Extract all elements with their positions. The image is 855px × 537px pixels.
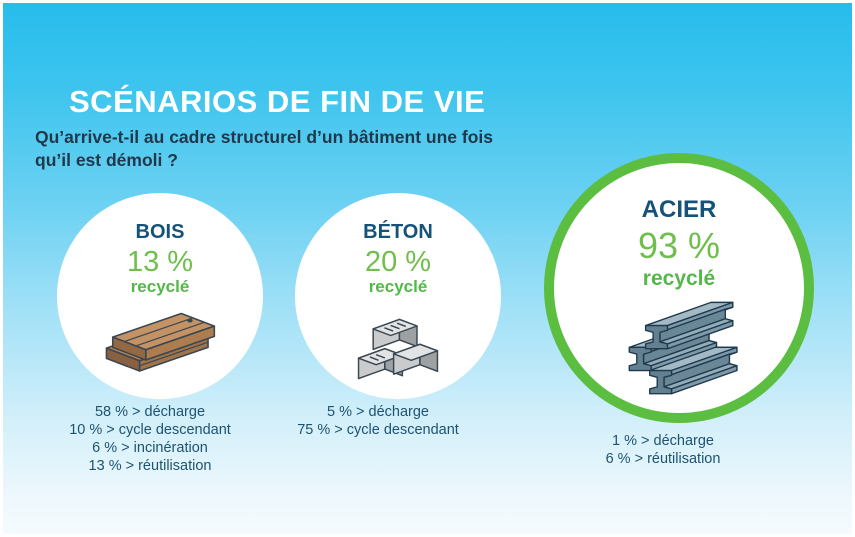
material-name: ACIER bbox=[641, 196, 717, 223]
breakdown-line: 1 % > décharge bbox=[612, 433, 714, 449]
material-circle-acier: ACIER 93 % recyclé bbox=[544, 153, 814, 423]
recycled-label: recyclé bbox=[368, 277, 428, 297]
recycled-label: recyclé bbox=[130, 277, 190, 297]
breakdown-line: 75 % > cycle descendant bbox=[297, 422, 459, 438]
page-title: SCÉNARIOS DE FIN DE VIE bbox=[69, 84, 486, 119]
recycled-label: recyclé bbox=[642, 266, 716, 290]
material-circle-beton: BÉTON 20 % recyclé bbox=[295, 193, 501, 399]
material-circle-bois: BOIS 13 % recyclé bbox=[57, 193, 263, 399]
wood-planks-icon bbox=[105, 312, 216, 372]
material-name: BOIS bbox=[135, 221, 185, 243]
breakdown-list-beton: 5 % > décharge 75 % > cycle descendant bbox=[268, 403, 488, 439]
breakdown-list-bois: 58 % > décharge 10 % > cycle descendant … bbox=[40, 403, 260, 475]
subtitle: Qu’arrive-t-il au cadre structurel d’un … bbox=[35, 127, 493, 171]
breakdown-list-acier: 1 % > décharge 6 % > réutilisation bbox=[551, 432, 775, 468]
steel-beams-icon bbox=[628, 301, 738, 395]
breakdown-line: 6 % > incinération bbox=[92, 440, 208, 456]
breakdown-line: 13 % > réutilisation bbox=[88, 458, 212, 474]
concrete-blocks-icon bbox=[357, 318, 439, 380]
recycled-percent: 93 % bbox=[637, 225, 721, 267]
breakdown-line: 58 % > décharge bbox=[94, 404, 206, 420]
breakdown-line: 10 % > cycle descendant bbox=[69, 422, 231, 438]
breakdown-line: 6 % > réutilisation bbox=[605, 451, 721, 467]
recycled-percent: 13 % bbox=[126, 246, 194, 278]
material-name: BÉTON bbox=[363, 221, 433, 243]
recycled-percent: 20 % bbox=[364, 246, 432, 278]
breakdown-line: 5 % > décharge bbox=[327, 404, 429, 420]
